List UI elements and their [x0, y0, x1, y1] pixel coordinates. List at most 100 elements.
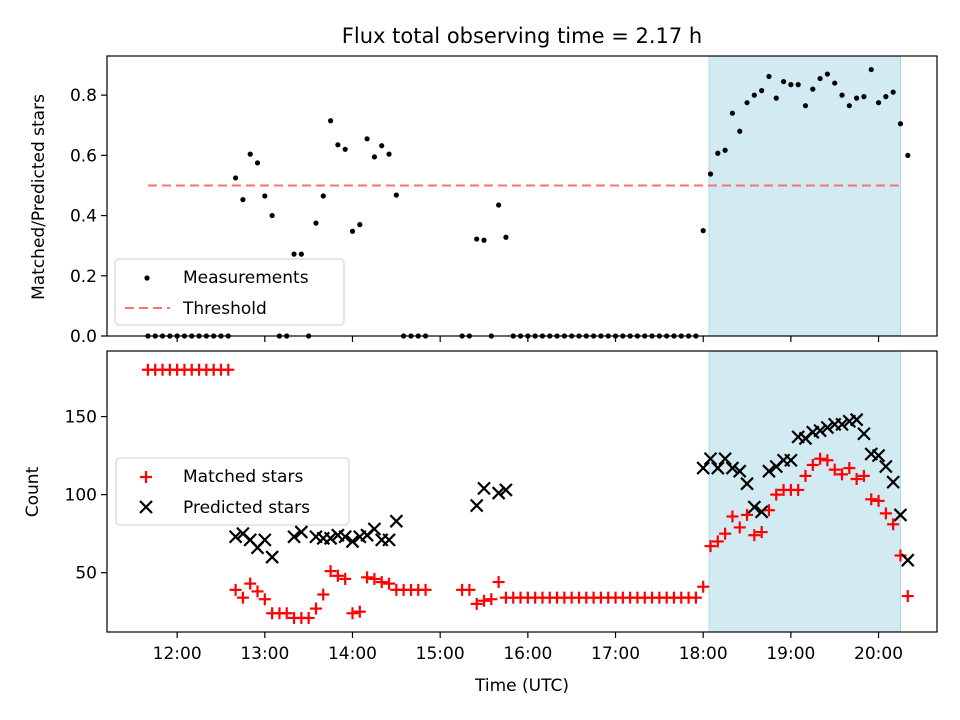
- predicted-star-point: [228, 529, 243, 544]
- matched-star-point: [375, 576, 388, 589]
- measurement-point: [379, 143, 385, 149]
- top-y-tick-label: 0.8: [70, 86, 97, 106]
- matched-star-point: [353, 605, 366, 618]
- predicted-star-stroke: [864, 447, 879, 461]
- predicted-star-stroke: [696, 461, 710, 475]
- measurement-point: [496, 202, 502, 208]
- measurement-point: [846, 103, 852, 109]
- measurement-point: [262, 193, 268, 199]
- predicted-star-stroke: [893, 508, 908, 522]
- matched-star-point: [302, 611, 315, 624]
- matched-star-point: [792, 483, 805, 496]
- bottom-x-tick-label: 19:00: [766, 644, 815, 664]
- matched-star-point: [741, 508, 754, 521]
- measurement-point: [729, 110, 736, 116]
- matched-star-point: [755, 526, 768, 539]
- measurement-point: [386, 151, 392, 157]
- top-y-tick-label: 0.2: [70, 267, 97, 287]
- predicted-star-point: [732, 464, 747, 478]
- bottom-x-tick-label: 15:00: [416, 644, 465, 664]
- predicted-star-stroke: [740, 476, 754, 491]
- predicted-star-point: [711, 461, 725, 475]
- measurement-point: [291, 251, 297, 257]
- measurement-point: [817, 75, 823, 82]
- predicted-star-stroke: [732, 464, 747, 478]
- predicted-star-point: [820, 420, 835, 435]
- predicted-star-stroke: [294, 525, 309, 539]
- predicted-star-point: [718, 451, 732, 466]
- measurement-point: [861, 94, 867, 100]
- matched-star-point: [806, 458, 819, 471]
- predicted-star-point: [323, 531, 338, 546]
- predicted-star-point: [389, 514, 404, 528]
- matched-star-point: [762, 504, 775, 517]
- bottom-axes-frame: [106, 350, 938, 633]
- predicted-star-stroke: [886, 475, 900, 489]
- legend-predicted-marker: [139, 500, 153, 514]
- matched-star-point: [857, 469, 870, 482]
- predicted-star-point: [849, 412, 864, 427]
- matched-star-point: [748, 529, 761, 542]
- matched-star-point: [478, 594, 491, 607]
- measurement-point: [313, 220, 319, 226]
- measurement-point: [854, 95, 860, 101]
- bottom-points: [141, 363, 915, 624]
- bottom-x-tick-label: 18:00: [679, 644, 728, 664]
- matched-star-point: [843, 462, 856, 475]
- matched-star-point: [309, 602, 322, 615]
- predicted-star-point: [857, 426, 871, 441]
- predicted-star-stroke: [469, 498, 484, 513]
- measurement-point: [335, 142, 341, 148]
- predicted-star-point: [886, 475, 900, 489]
- predicted-star-stroke: [309, 529, 323, 544]
- matched-star-point: [470, 597, 483, 610]
- top-y-tick-label: 0.4: [70, 207, 97, 227]
- measurement-point: [759, 88, 765, 94]
- matched-star-point: [719, 527, 732, 540]
- matched-star-point: [770, 488, 783, 501]
- matched-star-point: [704, 540, 717, 553]
- measurement-point: [715, 150, 721, 156]
- predicted-star-stroke: [265, 550, 279, 564]
- top-shaded-span: [708, 55, 901, 337]
- top-legend: Measurements Threshold: [114, 258, 345, 326]
- matched-star-point: [383, 577, 396, 590]
- measurement-point: [364, 136, 370, 142]
- matched-star-point: [689, 591, 702, 604]
- top-legend-box: [114, 258, 345, 326]
- measurement-point: [788, 82, 794, 88]
- measurement-point: [474, 236, 480, 242]
- matched-star-point: [879, 507, 892, 520]
- legend-threshold-label: Threshold: [182, 299, 267, 319]
- measurement-point: [802, 103, 809, 109]
- predicted-star-stroke: [791, 430, 805, 444]
- predicted-star-stroke: [820, 420, 835, 435]
- predicted-star-point: [696, 461, 710, 475]
- top-axes-frame: [106, 55, 938, 337]
- measurement-point: [875, 100, 882, 106]
- measurement-point: [868, 66, 874, 73]
- legend-predicted-label: Predicted stars: [183, 498, 310, 518]
- predicted-star-stroke: [711, 461, 725, 475]
- matched-star-point: [346, 607, 359, 620]
- predicted-star-stroke: [236, 526, 250, 541]
- matched-star-point: [887, 518, 900, 531]
- predicted-star-point: [469, 498, 484, 513]
- predicted-star-stroke: [382, 533, 396, 547]
- predicted-star-point: [900, 553, 915, 567]
- predicted-star-point: [367, 522, 382, 536]
- matched-star-point: [317, 588, 330, 601]
- matched-star-point: [697, 580, 710, 593]
- predicted-star-point: [703, 451, 718, 466]
- predicted-star-point: [294, 525, 309, 539]
- predicted-star-stroke: [243, 533, 257, 547]
- measurement-point: [700, 228, 706, 234]
- measurement-point: [737, 128, 743, 134]
- predicted-star-stroke: [725, 461, 740, 475]
- legend-measurements-label: Measurements: [183, 268, 309, 288]
- matched-star-point: [258, 593, 271, 606]
- matched-star-point: [361, 571, 374, 584]
- legend-matched-label: Matched stars: [183, 467, 303, 487]
- predicted-star-stroke: [747, 500, 762, 514]
- matched-star-point: [726, 510, 739, 523]
